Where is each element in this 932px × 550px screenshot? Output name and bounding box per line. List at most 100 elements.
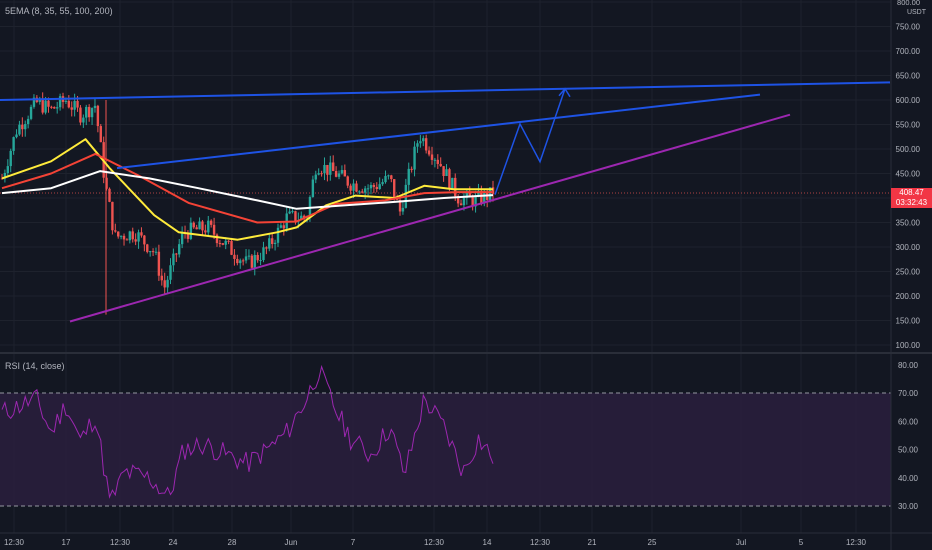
channel-top-line[interactable] xyxy=(116,93,761,170)
price-tick-label: 650.00 xyxy=(896,72,921,81)
rsi-legend[interactable]: RSI (14, close) xyxy=(5,361,65,371)
candle-body xyxy=(73,100,76,110)
projection-path[interactable] xyxy=(494,88,566,195)
price-tick-label: 200.00 xyxy=(896,292,921,301)
candle-body xyxy=(268,238,271,249)
candle-body xyxy=(143,235,146,245)
candle-body xyxy=(294,211,297,222)
trend-drawings[interactable] xyxy=(0,81,891,323)
candle-body xyxy=(445,169,448,176)
candle-body xyxy=(424,138,428,151)
rsi-tick-label: 80.00 xyxy=(898,361,919,370)
candle-body xyxy=(366,188,370,190)
candle-body xyxy=(427,150,431,155)
rsi-axis[interactable]: 30.00 40.00 50.00 60.00 70.00 80.00 xyxy=(898,361,919,511)
price-axis[interactable]: 100.00150.00200.00250.00300.00350.00400.… xyxy=(896,0,921,350)
candle-body xyxy=(230,240,233,255)
candle-body xyxy=(105,177,108,189)
candle-body xyxy=(454,177,457,197)
candle-body xyxy=(372,184,376,187)
candle-body xyxy=(340,170,344,174)
candle-body xyxy=(212,224,216,235)
countdown-badge: 03:32:43 xyxy=(891,198,932,208)
rsi-tick-label: 60.00 xyxy=(898,417,919,426)
candle-body xyxy=(358,191,361,193)
candle-body xyxy=(56,107,59,109)
upper-resistance-line[interactable] xyxy=(0,81,891,101)
candle-body xyxy=(393,179,396,198)
candle-body xyxy=(64,100,68,102)
candle-body xyxy=(352,183,355,191)
candle-body xyxy=(221,243,225,245)
candle-body xyxy=(90,108,94,118)
price-tick-label: 700.00 xyxy=(896,47,921,56)
candle-body xyxy=(154,251,158,253)
candle-body xyxy=(67,100,71,108)
price-tick-label: 250.00 xyxy=(896,268,921,277)
candle-body xyxy=(381,182,384,185)
candle-body xyxy=(122,235,126,240)
candle-body xyxy=(70,107,73,110)
price-tick-label: 100.00 xyxy=(896,341,921,350)
candle-body xyxy=(137,232,140,242)
candle-body xyxy=(148,251,152,253)
candle-body xyxy=(111,201,114,231)
support-trendline[interactable] xyxy=(69,113,791,323)
candle-body xyxy=(163,280,166,288)
time-axis[interactable]: 12:30 17 12:30 24 28 Jun 7 12:30 14 12:30 21 25 Jul 5… xyxy=(4,538,867,547)
candle-body xyxy=(326,164,329,175)
time-tick-label: 17 xyxy=(62,538,71,547)
candle-body xyxy=(178,244,181,255)
candle-body xyxy=(108,188,111,202)
candle-body xyxy=(329,162,332,175)
time-tick-label: 12:30 xyxy=(424,538,445,547)
candle-body xyxy=(117,231,120,237)
candle-body xyxy=(273,242,277,244)
candle-body xyxy=(253,254,256,268)
rsi-line xyxy=(1,364,494,499)
candle-body xyxy=(207,220,210,233)
candle-body xyxy=(44,100,47,113)
ema-55-line xyxy=(1,152,493,224)
candle-body xyxy=(448,169,451,189)
candle-body xyxy=(15,134,18,138)
candle-body xyxy=(474,195,477,207)
rsi-tick-label: 40.00 xyxy=(898,474,919,483)
candle-body xyxy=(175,253,178,255)
candle-body xyxy=(166,279,169,288)
candle-body xyxy=(146,244,149,252)
candle-body xyxy=(300,215,303,221)
candle-body xyxy=(471,197,474,207)
candle-body xyxy=(38,99,41,102)
rsi-tick-label: 50.00 xyxy=(898,446,919,455)
candle-body xyxy=(224,240,227,245)
candle-body xyxy=(276,227,280,243)
candle-body xyxy=(215,234,219,244)
candle-body xyxy=(422,138,425,142)
candle-body xyxy=(375,186,378,190)
candle-body xyxy=(236,258,239,264)
candle-body xyxy=(157,251,161,276)
ema-35-line xyxy=(1,138,493,241)
price-tick-label: 350.00 xyxy=(896,219,921,228)
candle-body xyxy=(131,231,134,240)
time-tick-label: 24 xyxy=(169,538,178,547)
candle-body xyxy=(491,187,495,194)
price-tick-label: 500.00 xyxy=(896,145,921,154)
candle-body xyxy=(311,179,315,197)
candle-body xyxy=(169,265,172,280)
price-tick-label: 300.00 xyxy=(896,243,921,252)
candle-body xyxy=(390,175,393,180)
candle-body xyxy=(198,221,201,230)
candle-body xyxy=(337,173,341,177)
candle-body xyxy=(401,207,405,212)
candle-body xyxy=(288,211,291,214)
indicator-legend[interactable]: 5EMA (8, 35, 55, 100, 200) xyxy=(5,6,113,16)
candle-body xyxy=(204,230,207,233)
candle-body xyxy=(180,232,184,245)
candle-body xyxy=(332,162,335,171)
candle-body xyxy=(256,254,259,261)
candle-body xyxy=(79,107,82,123)
candle-body xyxy=(413,146,416,170)
